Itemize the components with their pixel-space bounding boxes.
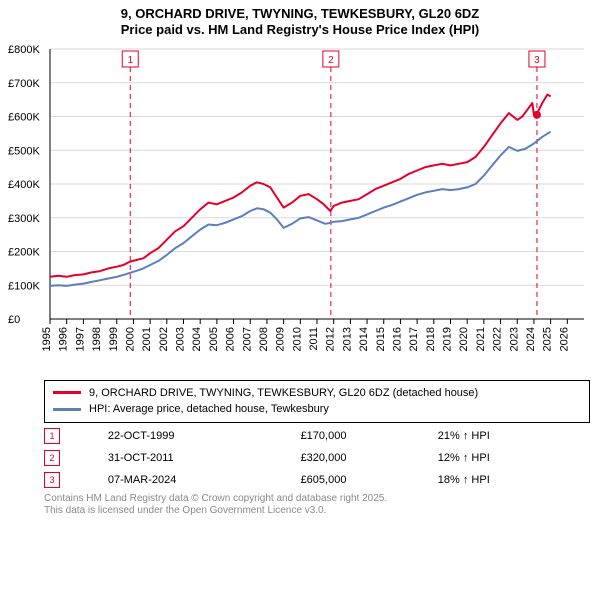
svg-text:2009: 2009: [275, 327, 287, 351]
event-marker: 2: [44, 450, 60, 466]
svg-text:2020: 2020: [458, 327, 470, 351]
svg-text:2006: 2006: [225, 327, 237, 351]
svg-text:2026: 2026: [558, 327, 570, 351]
svg-text:2015: 2015: [375, 327, 387, 351]
svg-text:1: 1: [127, 55, 133, 66]
svg-text:2011: 2011: [308, 327, 320, 351]
legend-label: HPI: Average price, detached house, Tewk…: [89, 401, 329, 418]
svg-text:2004: 2004: [191, 327, 203, 351]
footer-line1: Contains HM Land Registry data © Crown c…: [44, 493, 590, 506]
chart-container: 9, ORCHARD DRIVE, TWYNING, TEWKESBURY, G…: [0, 0, 600, 590]
svg-text:2024: 2024: [525, 327, 537, 351]
svg-text:£700K: £700K: [8, 77, 40, 89]
legend-label: 9, ORCHARD DRIVE, TWYNING, TEWKESBURY, G…: [89, 385, 478, 402]
line-chart-svg: £0 £100K £200K £300K £400K £500K £600K £700K £80…: [8, 43, 592, 373]
svg-text:2016: 2016: [391, 327, 403, 351]
event-price: £170,000: [301, 425, 438, 447]
svg-text:2005: 2005: [208, 327, 220, 351]
svg-text:2: 2: [328, 55, 334, 66]
svg-text:2022: 2022: [492, 327, 504, 351]
svg-text:1999: 1999: [108, 327, 120, 351]
svg-text:2025: 2025: [542, 327, 554, 351]
svg-text:£500K: £500K: [8, 145, 40, 157]
svg-text:2019: 2019: [442, 327, 454, 351]
svg-text:2021: 2021: [475, 327, 487, 351]
svg-text:2002: 2002: [158, 327, 170, 351]
svg-text:2017: 2017: [408, 327, 420, 351]
event-date: 31-OCT-2011: [108, 447, 301, 469]
chart-title-line2: Price paid vs. HM Land Registry's House …: [0, 22, 600, 38]
chart-area: £0 £100K £200K £300K £400K £500K £600K £700K £80…: [8, 43, 592, 378]
svg-text:3: 3: [534, 55, 540, 66]
svg-text:2001: 2001: [141, 327, 153, 351]
svg-text:£400K: £400K: [8, 179, 40, 191]
svg-text:£800K: £800K: [8, 44, 40, 56]
event-row: 3 07-MAR-2024 £605,000 18% ↑ HPI: [44, 469, 590, 491]
legend-item: 9, ORCHARD DRIVE, TWYNING, TEWKESBURY, G…: [53, 385, 581, 402]
svg-text:2013: 2013: [341, 327, 353, 351]
svg-text:2000: 2000: [124, 327, 136, 351]
svg-text:£100K: £100K: [8, 280, 40, 292]
legend: 9, ORCHARD DRIVE, TWYNING, TEWKESBURY, G…: [44, 380, 590, 423]
event-date: 07-MAR-2024: [108, 469, 301, 491]
events-table: 1 22-OCT-1999 £170,000 21% ↑ HPI 2 31-OC…: [44, 425, 590, 491]
svg-text:1997: 1997: [74, 327, 86, 351]
svg-text:1998: 1998: [91, 327, 103, 351]
svg-text:2012: 2012: [325, 327, 337, 351]
event-marker: 3: [44, 472, 60, 488]
svg-text:2010: 2010: [291, 327, 303, 351]
event-row: 2 31-OCT-2011 £320,000 12% ↑ HPI: [44, 447, 590, 469]
svg-text:1996: 1996: [58, 327, 70, 351]
event-price: £320,000: [301, 447, 438, 469]
event-date: 22-OCT-1999: [108, 425, 301, 447]
svg-text:£300K: £300K: [8, 212, 40, 224]
event-price: £605,000: [301, 469, 438, 491]
svg-text:£200K: £200K: [8, 246, 40, 258]
legend-swatch: [53, 408, 81, 411]
legend-item: HPI: Average price, detached house, Tewk…: [53, 401, 581, 418]
svg-text:£600K: £600K: [8, 111, 40, 123]
event-marker: 1: [44, 428, 60, 444]
svg-text:2023: 2023: [508, 327, 520, 351]
svg-text:2008: 2008: [258, 327, 270, 351]
event-delta: 12% ↑ HPI: [438, 447, 590, 469]
event-delta: 18% ↑ HPI: [438, 469, 590, 491]
footer-line2: This data is licensed under the Open Gov…: [44, 505, 590, 518]
svg-text:1995: 1995: [41, 327, 53, 351]
chart-footer: Contains HM Land Registry data © Crown c…: [44, 493, 590, 518]
svg-text:2003: 2003: [175, 327, 187, 351]
chart-title-block: 9, ORCHARD DRIVE, TWYNING, TEWKESBURY, G…: [0, 0, 600, 39]
chart-title-line1: 9, ORCHARD DRIVE, TWYNING, TEWKESBURY, G…: [0, 6, 600, 22]
event-delta: 21% ↑ HPI: [438, 425, 590, 447]
svg-text:2018: 2018: [425, 327, 437, 351]
legend-swatch: [53, 391, 81, 394]
svg-text:2007: 2007: [241, 327, 253, 351]
event-row: 1 22-OCT-1999 £170,000 21% ↑ HPI: [44, 425, 590, 447]
svg-text:2014: 2014: [358, 327, 370, 351]
svg-text:£0: £0: [8, 314, 20, 326]
